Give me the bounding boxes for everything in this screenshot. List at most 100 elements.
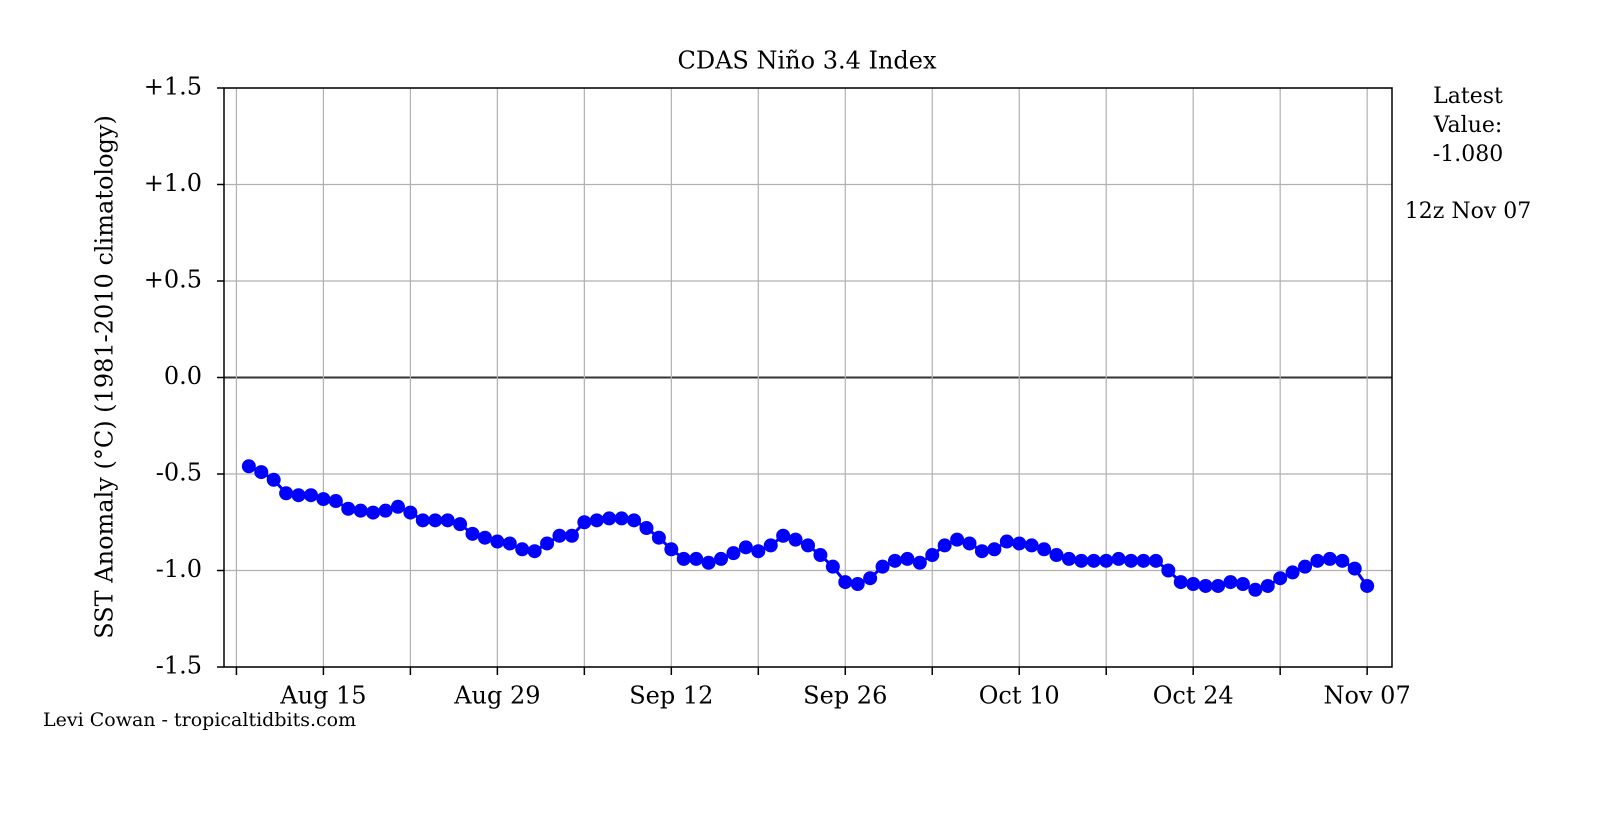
data-point (751, 544, 766, 559)
data-point (1074, 553, 1089, 568)
data-point (689, 551, 704, 566)
annotation: Latest (1433, 84, 1503, 109)
data-point (813, 548, 828, 563)
data-point (999, 534, 1014, 549)
y-tick-label: 0.0 (164, 362, 202, 390)
data-point (440, 513, 455, 528)
data-point (453, 517, 468, 532)
data-point (415, 513, 430, 528)
data-point (1335, 553, 1350, 568)
data-point (738, 540, 753, 555)
y-tick-label: -1.0 (156, 555, 202, 583)
data-point (403, 505, 418, 520)
data-point (390, 499, 405, 514)
x-tick-label: Oct 24 (1153, 682, 1234, 710)
y-tick-label: +0.5 (144, 266, 202, 294)
data-point (987, 542, 1002, 557)
data-point (1235, 577, 1250, 592)
data-point (303, 488, 318, 503)
data-point (1037, 542, 1052, 557)
data-point (1161, 563, 1176, 578)
data-point (651, 530, 666, 545)
data-point (1061, 551, 1076, 566)
data-point (241, 459, 256, 474)
y-tick-label: +1.0 (144, 169, 202, 197)
data-point (353, 503, 368, 518)
data-point (465, 526, 480, 541)
y-tick-label: +1.5 (144, 73, 202, 101)
data-point (1260, 578, 1275, 593)
data-point (974, 544, 989, 559)
x-tick-label: Nov 07 (1324, 682, 1411, 710)
data-point (1322, 551, 1337, 566)
data-point (328, 494, 343, 509)
data-point (1086, 553, 1101, 568)
data-point (428, 513, 443, 528)
x-tick-label: Sep 26 (803, 682, 887, 710)
data-point (1148, 553, 1163, 568)
data-point (639, 521, 654, 536)
data-point (316, 492, 331, 507)
data-point (714, 551, 729, 566)
data-point (552, 528, 567, 543)
annotation: 12z Nov 07 (1405, 199, 1532, 224)
data-point (912, 555, 927, 570)
y-tick-label: -1.5 (156, 652, 202, 680)
data-point (266, 472, 281, 487)
data-point (515, 542, 530, 557)
data-point (1049, 548, 1064, 563)
data-point (540, 536, 555, 551)
data-point (1273, 571, 1288, 586)
data-point (602, 511, 617, 526)
x-tick-label: Aug 15 (279, 682, 366, 710)
annotation: -1.080 (1433, 142, 1503, 167)
data-point (950, 532, 965, 547)
data-point (1248, 582, 1263, 597)
data-point (502, 536, 517, 551)
data-point (564, 528, 579, 543)
data-point (1223, 575, 1238, 590)
data-point (627, 513, 642, 528)
data-point (900, 551, 915, 566)
data-point (527, 544, 542, 559)
data-point (925, 548, 940, 563)
data-point (1099, 553, 1114, 568)
data-point (1124, 553, 1139, 568)
data-point (490, 534, 505, 549)
data-point (1347, 561, 1362, 576)
data-point (279, 486, 294, 501)
data-point (1310, 553, 1325, 568)
data-point (676, 551, 691, 566)
chart-title: CDAS Niño 3.4 Index (677, 47, 937, 75)
data-point (962, 536, 977, 551)
data-point (664, 542, 679, 557)
y-tick-label: -0.5 (156, 459, 202, 487)
plot-frame (223, 87, 1393, 668)
data-point (1360, 578, 1375, 593)
data-point (1111, 551, 1126, 566)
data-point (937, 538, 952, 553)
data-point (254, 465, 269, 480)
x-tick-label: Aug 29 (453, 682, 540, 710)
data-point (788, 532, 803, 547)
data-point (838, 575, 853, 590)
data-point (776, 528, 791, 543)
x-tick-label: Sep 12 (629, 682, 713, 710)
data-point (1173, 575, 1188, 590)
data-point (366, 505, 381, 520)
x-tick-label: Oct 10 (979, 682, 1060, 710)
data-point (863, 571, 878, 586)
data-point (887, 553, 902, 568)
y-axis-label: SST Anomaly (°C) (1981-2010 climatology) (91, 115, 119, 639)
data-point (1012, 536, 1027, 551)
data-point (875, 559, 890, 574)
data-point (726, 546, 741, 561)
data-point (763, 538, 778, 553)
data-point (378, 503, 393, 518)
data-point (477, 530, 492, 545)
data-point (1198, 578, 1213, 593)
data-point (577, 515, 592, 530)
